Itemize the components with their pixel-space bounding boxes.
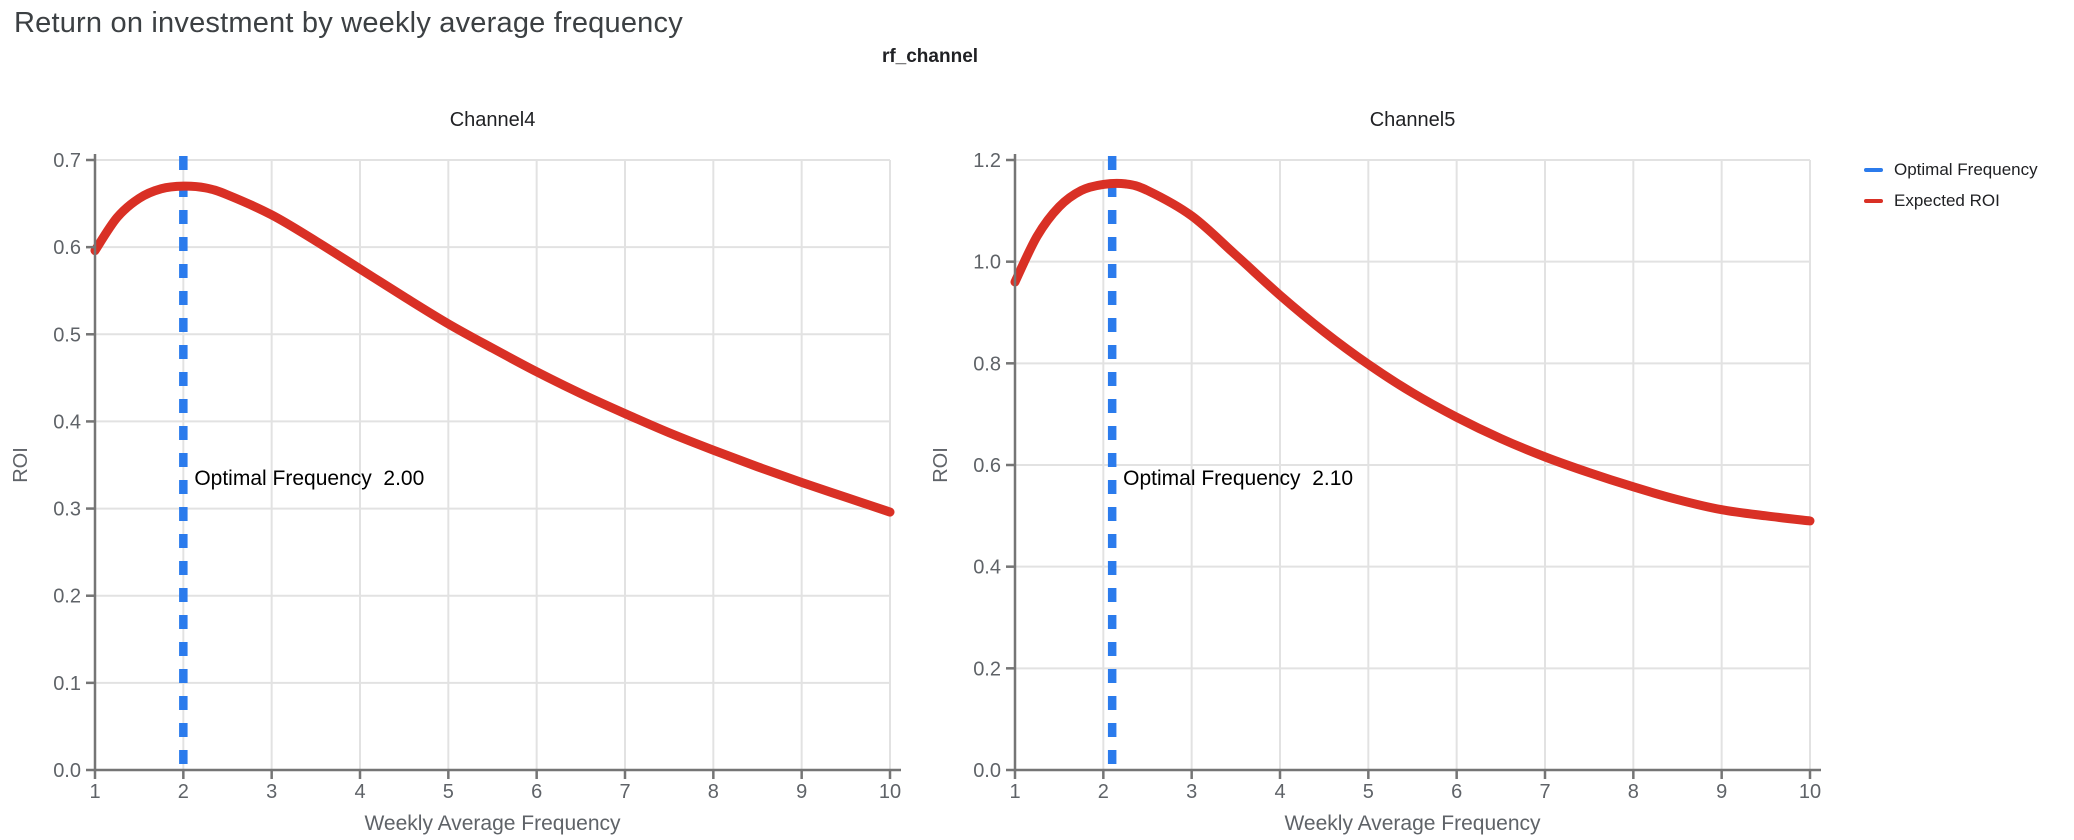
x-tick-label: 3	[266, 781, 277, 803]
y-tick-label: 0.8	[973, 353, 1001, 375]
y-tick-label: 1.2	[973, 150, 1001, 172]
x-tick-label: 5	[443, 781, 454, 803]
y-tick-label: 0.2	[53, 586, 81, 608]
expected-roi-curve	[90, 181, 895, 517]
x-tick-label: 1	[89, 781, 100, 803]
x-tick-label: 7	[1539, 781, 1550, 803]
chart-channel4: 0.0 0.1 0.2 0.3 0.4 0.5 0.6 0.7 1 2 3 4 5 6 7 8 9 10 Chann…	[10, 109, 901, 835]
legend-label-expected-roi: Expected ROI	[1894, 191, 2000, 210]
x-tick-label: 2	[178, 781, 189, 803]
optimal-frequency-annotation: Optimal Frequency 2.00	[194, 467, 424, 490]
page-title: Return on investment by weekly average f…	[14, 7, 683, 39]
legend: Optimal Frequency Expected ROI	[1864, 160, 2038, 222]
y-tick-label: 0.4	[53, 411, 81, 433]
x-tick-label: 6	[1451, 781, 1462, 803]
y-tick-label: 0.0	[973, 760, 1001, 782]
expected-roi-line-swatch	[1864, 199, 1883, 203]
y-tick-label: 0.6	[973, 455, 1001, 477]
legend-item-expected-roi: Expected ROI	[1864, 191, 2038, 211]
y-tick-label: 0.6	[53, 237, 81, 259]
facet-title: Channel4	[450, 109, 536, 131]
x-tick-label: 10	[879, 781, 901, 803]
x-tick-label: 2	[1098, 781, 1109, 803]
x-tick-label: 5	[1363, 781, 1374, 803]
y-tick-label: 0.4	[973, 557, 1001, 579]
expected-roi-curve	[1010, 178, 1815, 526]
y-tick-label: 0.1	[53, 673, 81, 695]
legend-item-optimal-frequency: Optimal Frequency	[1864, 160, 2038, 180]
y-tick-label: 0.5	[53, 324, 81, 346]
y-tick-label: 0.2	[973, 658, 1001, 680]
y-tick-label: 0.3	[53, 499, 81, 521]
y-tick-label: 0.7	[53, 150, 81, 172]
x-tick-label: 6	[531, 781, 542, 803]
y-axis-title: ROI	[930, 447, 952, 483]
facet-group-title: rf_channel	[881, 46, 979, 67]
x-tick-label: 9	[796, 781, 807, 803]
y-axis-title: ROI	[10, 447, 32, 483]
x-tick-label: 9	[1716, 781, 1727, 803]
x-tick-label: 4	[1274, 781, 1285, 803]
x-tick-label: 10	[1799, 781, 1821, 803]
legend-label-optimal-frequency: Optimal Frequency	[1894, 160, 2038, 179]
chart-channel5: 0.0 0.2 0.4 0.6 0.8 1.0 1.2 1 2 3 4 5 6 7 8 9 10 Channel5…	[930, 109, 1821, 835]
optimal-frequency-annotation: Optimal Frequency 2.10	[1123, 467, 1353, 490]
optimal-frequency-line-swatch	[1864, 168, 1883, 172]
x-tick-label: 8	[708, 781, 719, 803]
x-tick-label: 4	[354, 781, 365, 803]
x-tick-label: 8	[1628, 781, 1639, 803]
facet-title: Channel5	[1370, 109, 1456, 131]
x-axis-title: Weekly Average Frequency	[1284, 812, 1541, 835]
y-tick-label: 1.0	[973, 252, 1001, 274]
x-tick-label: 1	[1009, 781, 1020, 803]
y-tick-label: 0.0	[53, 760, 81, 782]
x-tick-label: 7	[619, 781, 630, 803]
x-tick-label: 3	[1186, 781, 1197, 803]
x-axis-title: Weekly Average Frequency	[364, 812, 621, 835]
